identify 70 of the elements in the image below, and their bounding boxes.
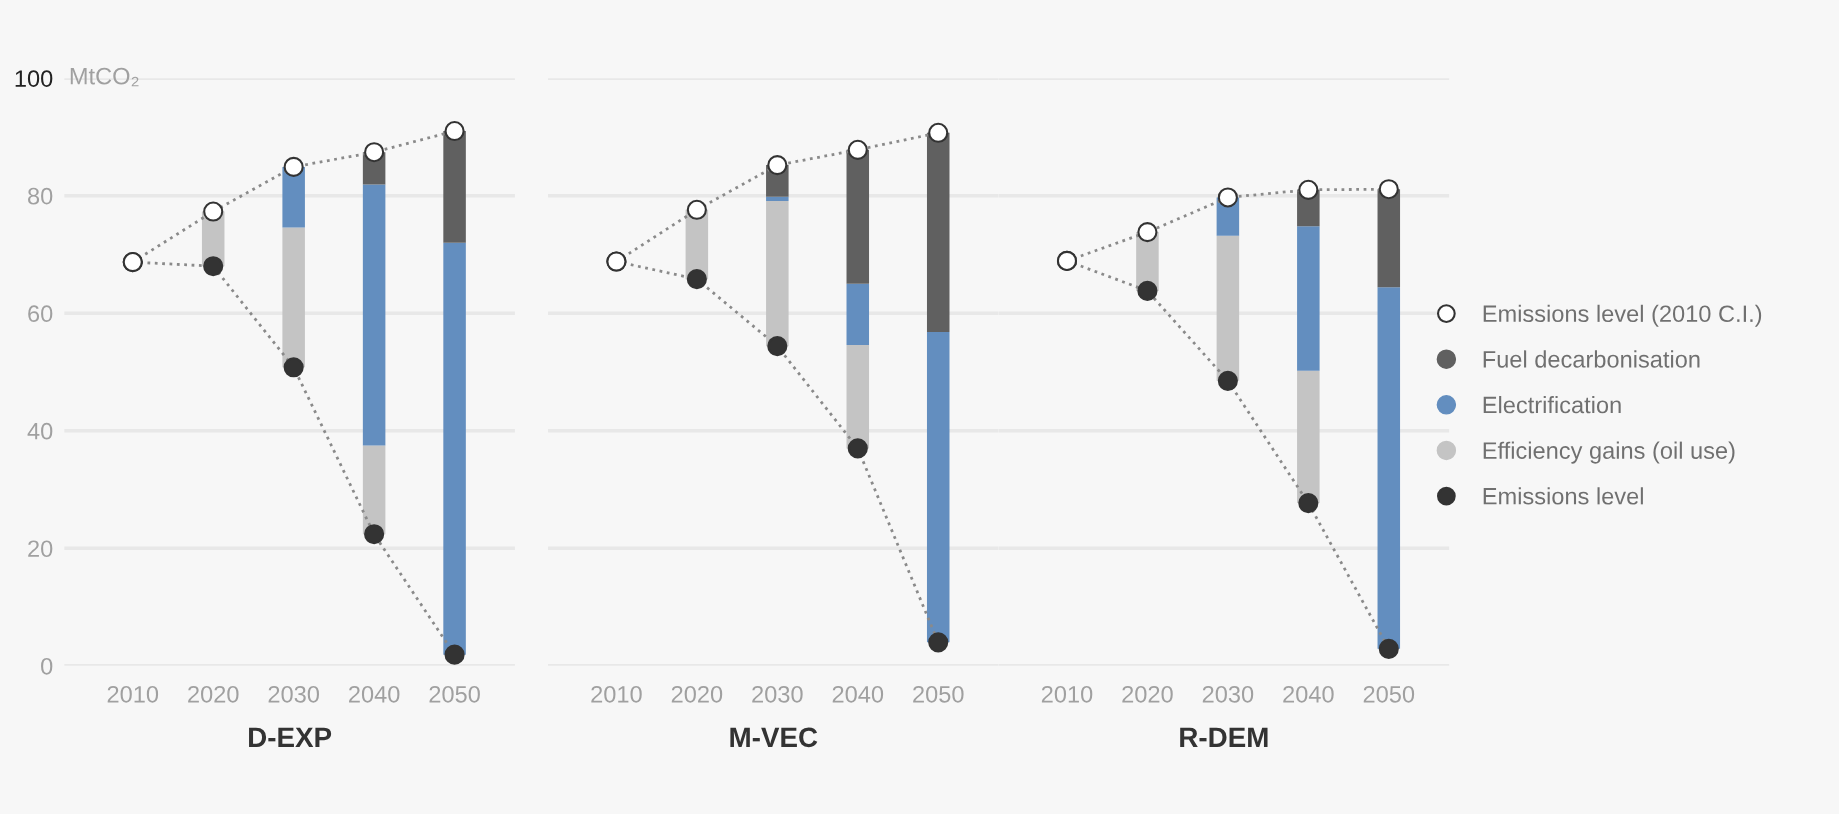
bar — [846, 283, 870, 345]
bar — [766, 200, 789, 347]
point — [444, 644, 465, 665]
point — [1137, 280, 1158, 301]
point — [1217, 187, 1238, 208]
point — [767, 336, 788, 357]
point — [686, 199, 707, 220]
x-tick-label: 2050 — [1363, 685, 1415, 703]
point — [283, 357, 304, 378]
point — [203, 256, 224, 277]
bar — [1297, 226, 1320, 371]
point — [847, 139, 868, 160]
legend-label: Emissions level (2010 C.I.) — [1483, 304, 1762, 327]
y-tick-label: 100 — [15, 70, 53, 87]
x-tick-label: 2030 — [268, 685, 320, 703]
bar — [846, 149, 870, 284]
bar — [766, 196, 789, 201]
bar — [926, 132, 950, 333]
y-tick-label: 40 — [27, 422, 53, 440]
x-tick-label: 2050 — [429, 685, 480, 703]
x-tick-label: 2040 — [1283, 685, 1334, 703]
point — [767, 155, 788, 176]
bar — [443, 131, 466, 243]
legend-label: Electrification — [1483, 395, 1621, 414]
point — [928, 122, 949, 143]
x-tick-label: 2030 — [1202, 685, 1254, 703]
bar — [443, 242, 466, 655]
legend-label: Emissions level — [1483, 487, 1643, 505]
x-axis-title: M-VEC — [730, 727, 818, 748]
bar — [1377, 287, 1401, 649]
bar — [282, 227, 305, 368]
point — [1217, 370, 1238, 391]
point — [283, 156, 304, 177]
y-tick-label: 80 — [28, 187, 53, 205]
x-tick-label: 2020 — [1122, 685, 1173, 703]
point — [444, 120, 465, 142]
bar — [926, 332, 950, 643]
y-tick-label: 60 — [28, 305, 53, 323]
point — [847, 438, 868, 459]
x-tick-label: 2050 — [913, 685, 964, 703]
point — [928, 632, 949, 653]
point — [203, 201, 224, 222]
x-tick-label: 2040 — [832, 685, 884, 703]
point — [1137, 222, 1158, 243]
x-tick-label: 2020 — [188, 685, 239, 703]
bar — [362, 184, 386, 446]
bar — [846, 344, 870, 449]
x-axis-title: D-EXP — [249, 727, 332, 747]
point — [1298, 179, 1319, 200]
x-tick-label: 2030 — [752, 685, 803, 703]
point — [1378, 179, 1399, 200]
bar — [1216, 235, 1240, 381]
point — [1298, 492, 1319, 514]
y-tick-label: 20 — [28, 540, 53, 558]
legend-label: Fuel decarbonisation — [1483, 350, 1700, 368]
x-tick-label: 2020 — [671, 685, 723, 703]
point — [364, 524, 385, 545]
x-tick-label: 2010 — [107, 685, 159, 703]
point — [686, 269, 707, 290]
point — [1378, 638, 1399, 659]
x-tick-label: 2010 — [1041, 685, 1093, 703]
bar — [1297, 370, 1320, 504]
y-axis-title: MtCO₂ — [70, 67, 139, 87]
bar — [1377, 189, 1401, 288]
x-tick-label: 2010 — [591, 685, 642, 703]
point — [364, 142, 385, 163]
x-axis-title: R-DEM — [1180, 727, 1268, 747]
legend-label: Efficiency gains (oil use) — [1483, 441, 1735, 464]
x-tick-label: 2040 — [349, 685, 400, 703]
y-tick-label: 0 — [41, 657, 53, 675]
